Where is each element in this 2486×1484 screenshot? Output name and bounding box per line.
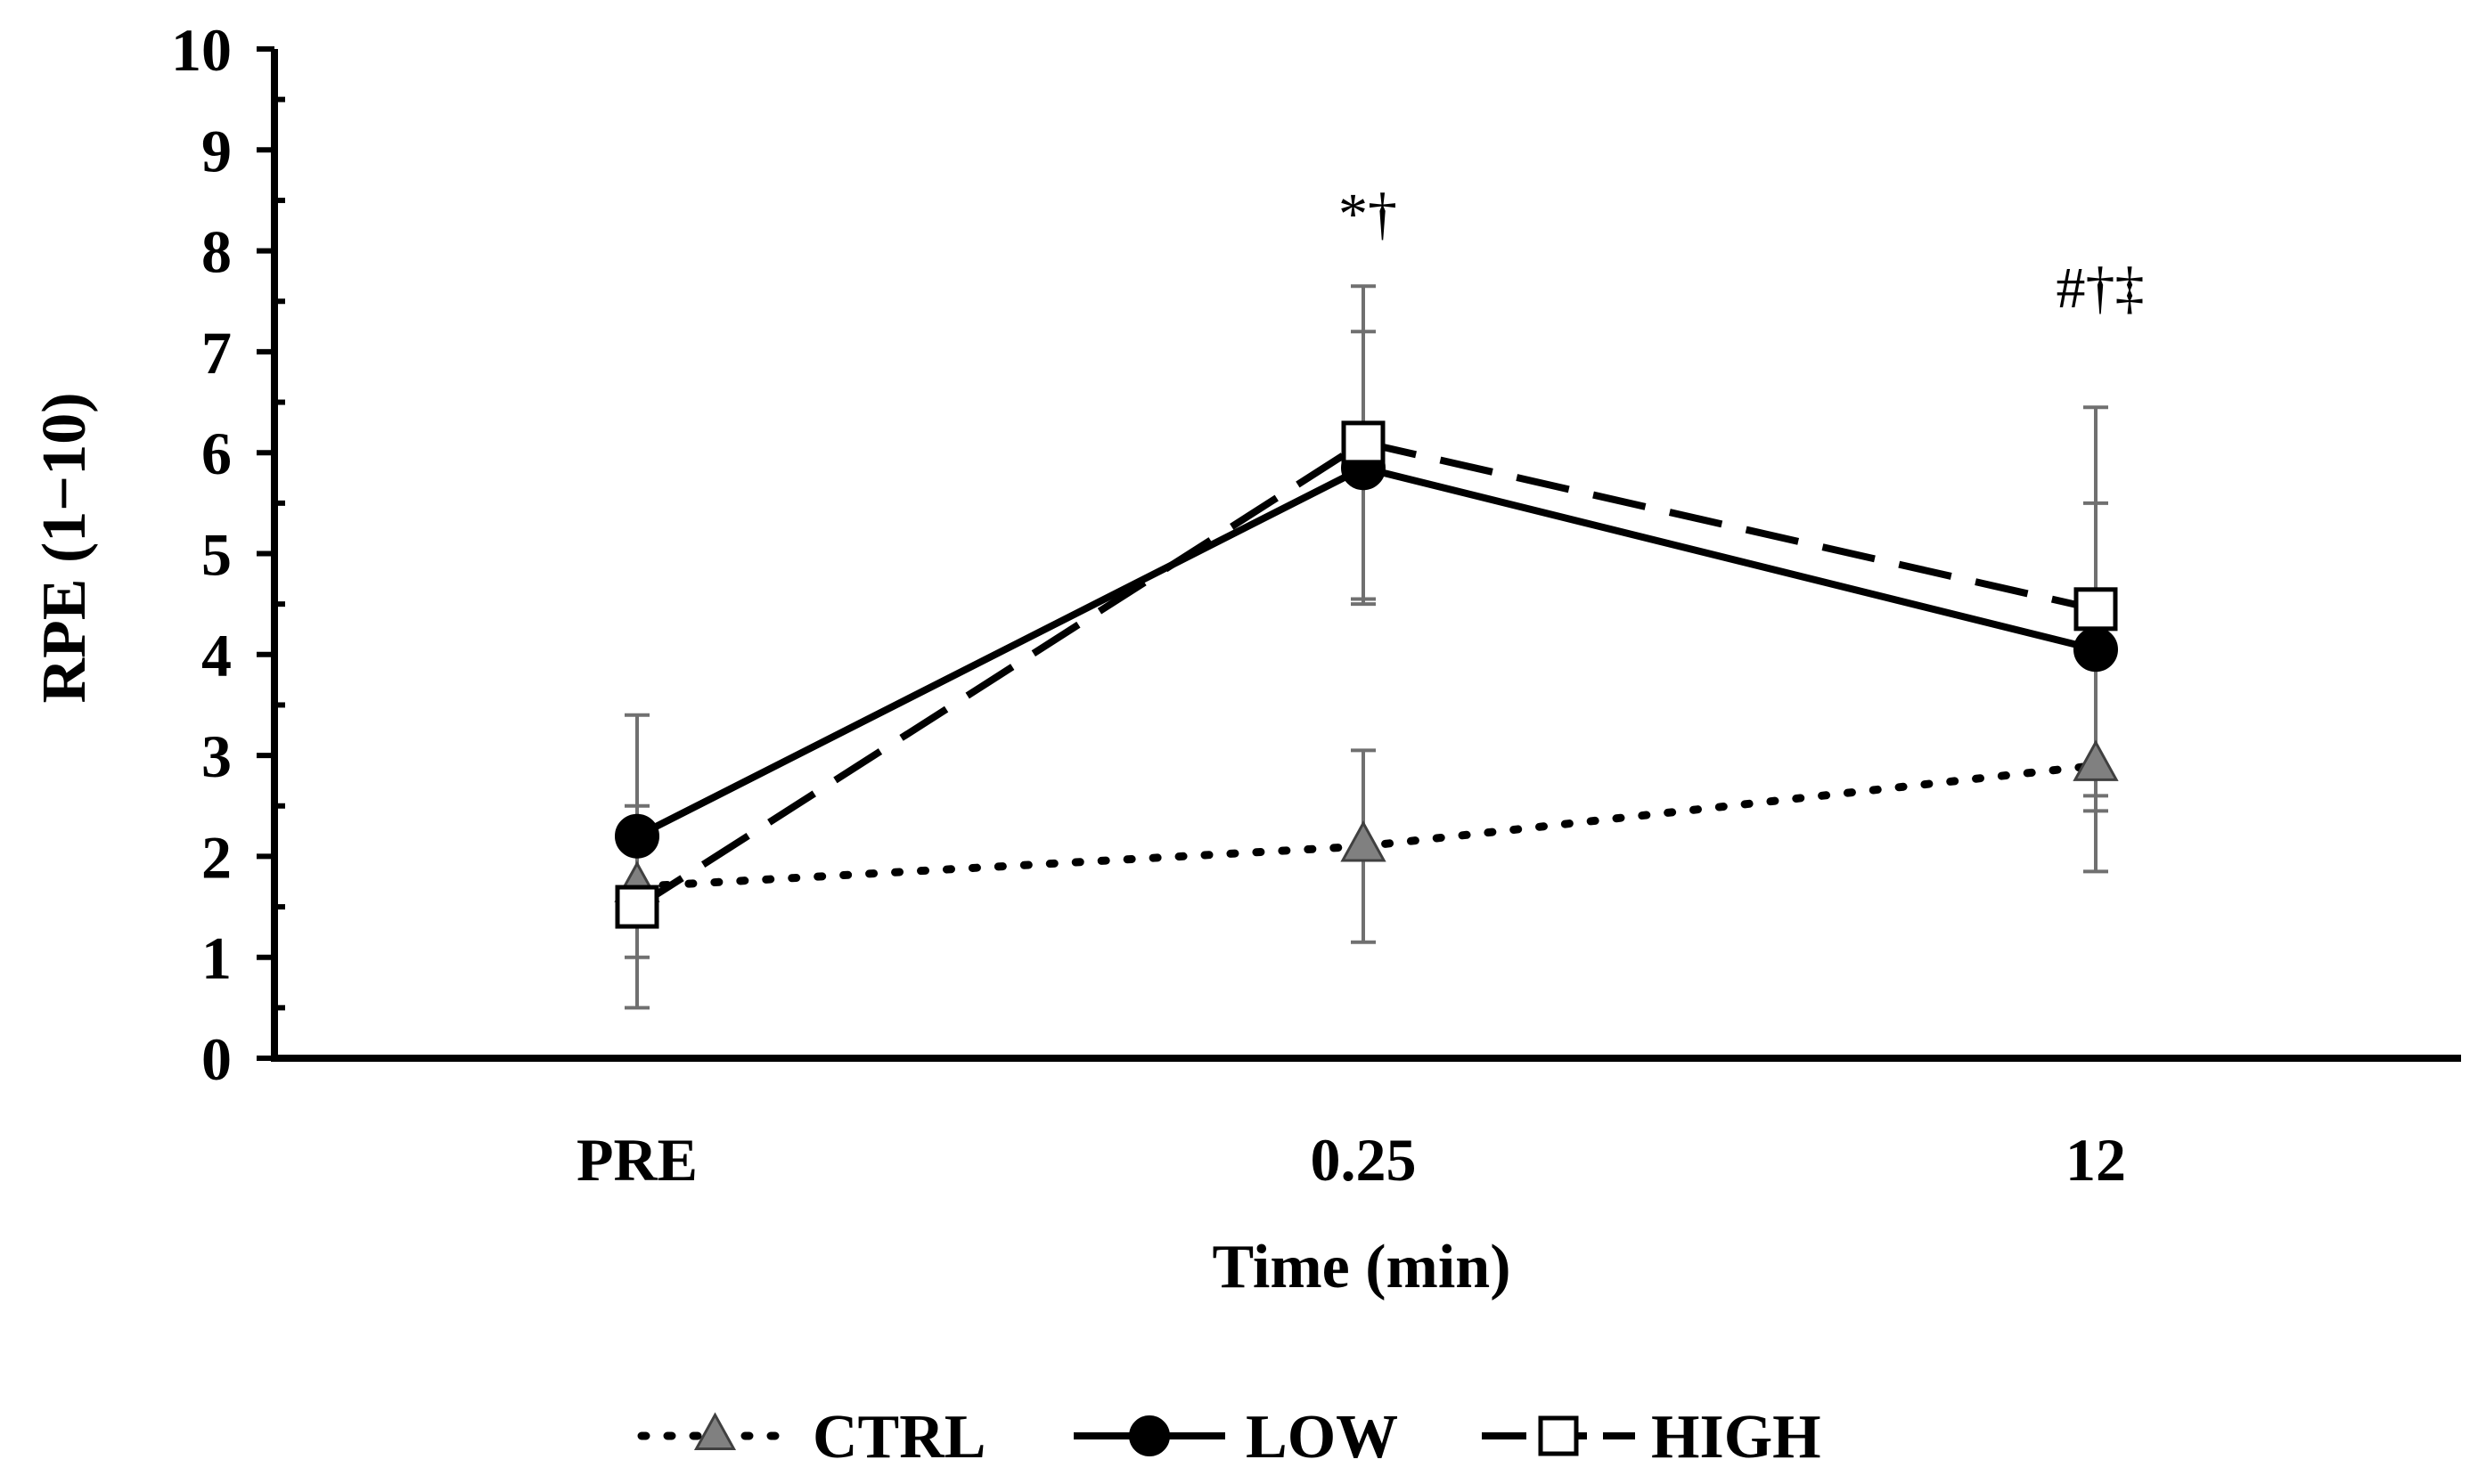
error-bars	[625, 284, 2108, 1010]
y-tick-label: 6	[201, 420, 232, 487]
y-tick-labels: 0 1 2 3 4 5 6 7 8 9 10	[171, 16, 232, 1093]
y-tick-label: 9	[201, 117, 232, 184]
x-tick-label: 12	[2065, 1126, 2126, 1194]
y-axis-title: RPE (1−10)	[30, 392, 99, 703]
marker-low	[2073, 627, 2118, 673]
y-tick-label: 2	[201, 823, 232, 891]
x-axis-title: Time (min)	[1212, 1233, 1510, 1301]
y-tick-label: 1	[201, 925, 232, 992]
legend-label-low: LOW	[1246, 1403, 1398, 1472]
legend-label-high: HIGH	[1651, 1403, 1821, 1472]
y-tick-label: 7	[201, 319, 232, 387]
y-tick-label: 8	[201, 218, 232, 286]
series-line-low	[635, 464, 2097, 840]
x-tick-label: PRE	[577, 1126, 698, 1194]
legend: CTRL LOW HIGH	[637, 1403, 1821, 1472]
y-tick-label: 10	[171, 16, 232, 84]
legend-label-ctrl: CTRL	[813, 1403, 985, 1472]
legend-marker-low	[1129, 1415, 1170, 1456]
significance-annotation: #†‡	[2057, 256, 2145, 321]
significance-annotation: *†	[1338, 182, 1397, 247]
marker-high	[1341, 420, 1386, 465]
series-markers	[614, 420, 2119, 929]
legend-marker-ctrl	[693, 1412, 737, 1450]
marker-high	[2073, 587, 2118, 632]
marker-low	[615, 813, 659, 859]
marker-high	[615, 885, 659, 929]
legend-marker-high	[1538, 1415, 1579, 1456]
y-tick-label: 4	[201, 622, 232, 689]
marker-ctrl	[1340, 820, 1386, 862]
y-tick-label: 0	[201, 1025, 232, 1093]
axes	[257, 46, 2461, 1062]
y-tick-label: 3	[201, 722, 232, 790]
series-line-high	[634, 438, 2097, 910]
marker-ctrl	[2073, 739, 2119, 781]
y-tick-label: 5	[201, 521, 232, 589]
x-tick-label: 0.25	[1311, 1126, 1417, 1194]
x-tick-labels: PRE 0.25 12	[577, 1126, 2126, 1194]
significance-annotations: *† #†‡	[1338, 182, 2145, 321]
